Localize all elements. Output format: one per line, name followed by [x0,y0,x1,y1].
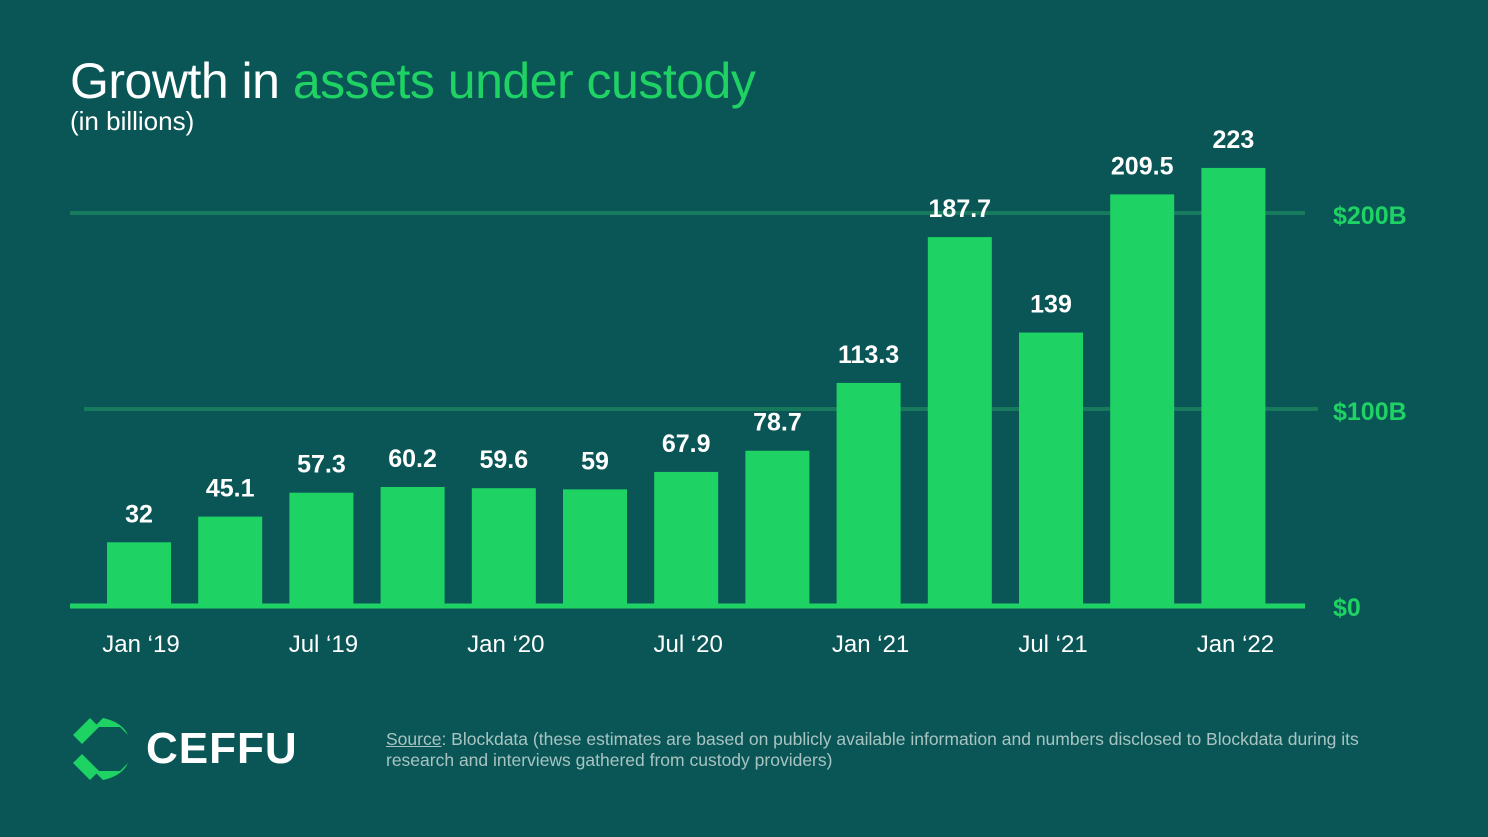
x-tick-label: Jan ‘19 [102,631,179,658]
bar-2 [289,492,354,605]
data-label-4: 59.6 [479,446,528,474]
bar-12 [1201,167,1266,606]
y-tick-label: $0 [1333,594,1361,622]
ceffu-logo-icon [73,718,128,780]
data-label-11: 209.5 [1111,152,1174,180]
source-link[interactable]: Source [386,729,442,749]
data-label-1: 45.1 [206,475,255,503]
title-prefix: Growth in [70,53,293,109]
chart-subtitle: (in billions) [70,106,195,136]
y-tick-label: $200B [1333,202,1407,230]
logo-text: CEFFU [146,724,298,773]
x-tick-label: Jul ‘21 [1018,631,1087,658]
data-label-9: 187.7 [929,195,992,223]
x-tick-label: Jul ‘20 [654,631,723,658]
data-label-8: 113.3 [838,341,899,369]
bar-5 [563,489,627,605]
title-highlight: assets under custody [292,53,756,109]
x-tick-label: Jan ‘22 [1197,631,1274,658]
source-note: Source: Blockdata (these estimates are b… [386,729,1396,771]
data-label-6: 67.9 [662,430,711,458]
ceffu-logo: CEFFU [70,718,298,780]
source-text: : Blockdata (these estimates are based o… [386,729,1359,770]
data-label-7: 78.7 [753,409,802,437]
x-tick-label: Jul ‘19 [289,631,358,658]
x-tick-label: Jan ‘20 [467,631,544,658]
data-label-2: 57.3 [297,451,346,479]
bar-0 [107,542,171,605]
data-label-10: 139 [1030,291,1072,319]
bar-11 [1110,194,1175,605]
y-tick-label: $100B [1333,398,1407,426]
bar-1 [198,516,263,605]
bar-8 [836,382,901,605]
data-label-12: 223 [1213,126,1255,154]
chart-title: Growth in assets under custody [70,52,756,110]
bar-3 [380,487,445,605]
x-tick-label: Jan ‘21 [832,631,909,658]
data-label-3: 60.2 [388,445,437,473]
bar-9 [927,237,992,605]
bar-4 [471,488,536,605]
data-label-0: 32 [125,500,153,528]
bar-10 [1019,332,1083,605]
data-label-5: 59 [581,447,609,475]
bar-7 [745,450,810,605]
bar-6 [654,471,719,605]
